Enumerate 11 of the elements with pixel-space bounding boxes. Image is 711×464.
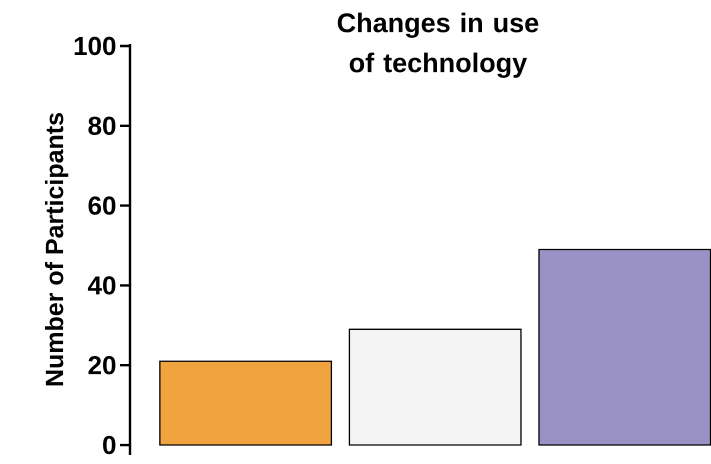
y-tick-label: 20 <box>88 356 116 374</box>
y-axis-title: Number of Participants <box>44 113 68 386</box>
y-tick-label: 40 <box>88 276 116 295</box>
bar <box>159 360 332 446</box>
y-tick-label: 60 <box>88 196 116 215</box>
y-tick-label: 100 <box>74 36 116 56</box>
bar <box>348 328 522 446</box>
bar <box>538 248 711 446</box>
y-tick-label: 80 <box>88 116 116 135</box>
chart-title: Changes in use of technology <box>338 12 538 78</box>
y-tick-label: 0 <box>103 436 116 454</box>
